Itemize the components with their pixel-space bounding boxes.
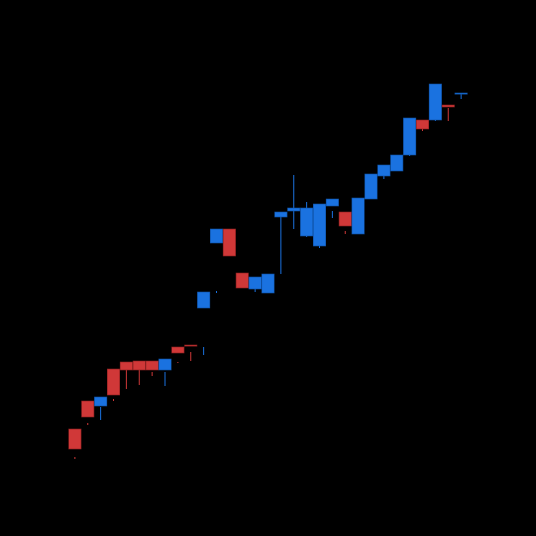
candle-body-5: [119, 361, 133, 371]
candle-body-12: [210, 228, 224, 244]
candle-body-8: [158, 358, 172, 371]
candle-body-28: [415, 119, 429, 130]
candle-body-13: [222, 228, 236, 257]
candle-body-9: [171, 346, 185, 354]
candle-body-24: [364, 173, 378, 200]
candle-body-7: [145, 360, 159, 371]
candle-body-6: [132, 360, 146, 371]
candle-body-30: [441, 104, 455, 108]
candle-body-29: [428, 83, 442, 121]
candle-body-10: [184, 344, 198, 347]
candle-body-15: [248, 276, 262, 290]
candle-body-21: [325, 198, 339, 207]
candle-body-14: [235, 272, 249, 289]
candle-body-25: [377, 164, 391, 177]
candle-body-26: [390, 154, 404, 172]
candle-body-1: [68, 428, 82, 450]
candles-group: [68, 83, 468, 459]
candle-body-4: [107, 368, 121, 396]
candle-body-31: [454, 92, 468, 95]
candle-body-16: [261, 273, 275, 294]
candle-body-18: [287, 207, 301, 212]
candle-body-11: [197, 291, 211, 309]
candle-body-22: [338, 211, 352, 227]
candle-body-19: [300, 207, 314, 237]
candle-body-27: [403, 117, 417, 156]
candle-body-2: [81, 400, 95, 418]
candle-body-17: [274, 211, 288, 218]
candle-body-20: [312, 203, 326, 247]
candle-body-3: [94, 396, 108, 407]
candle-body-23: [351, 197, 365, 235]
